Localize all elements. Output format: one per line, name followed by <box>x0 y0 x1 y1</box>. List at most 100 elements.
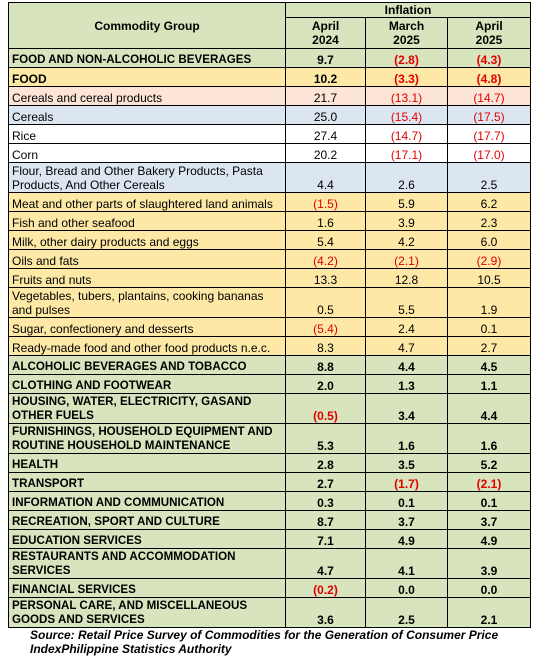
row-value: 2.0 <box>285 374 366 394</box>
row-value: 27.4 <box>285 124 366 144</box>
row-value: 1.6 <box>447 423 531 454</box>
row-label: Sugar, confectionery and desserts <box>8 317 286 337</box>
row-label: FURNISHINGS, HOUSEHOLD EQUIPMENT AND ROU… <box>8 423 286 454</box>
row-value: 9.7 <box>285 48 366 68</box>
row-value: 0.0 <box>447 578 531 598</box>
row-value: 2.7 <box>447 336 531 356</box>
table-row: Sugar, confectionery and desserts (5.4) 2.… <box>8 317 531 337</box>
table-row: Ready-made food and other food products … <box>8 336 531 356</box>
row-value: 21.7 <box>285 86 366 106</box>
row-value: 5.5 <box>365 287 448 318</box>
column-year: 2025 <box>393 33 420 47</box>
row-value: (3.3) <box>365 67 448 87</box>
row-value: 25.0 <box>285 105 366 125</box>
row-value: 20.2 <box>285 143 366 163</box>
inflation-table: Commodity Group Inflation April 2024 March… <box>8 2 531 628</box>
column-year: 2024 <box>312 33 339 47</box>
row-label: Ready-made food and other food products … <box>8 336 286 356</box>
row-value: 4.4 <box>365 355 448 375</box>
table-row: EDUCATION SERVICES 7.1 4.9 4.9 <box>8 529 531 549</box>
row-value: 0.1 <box>447 491 531 511</box>
row-value: 2.7 <box>285 472 366 492</box>
row-value: 2.1 <box>447 597 531 628</box>
table-row: PERSONAL CARE, AND MISCELLANEOUS GOODS A… <box>8 597 531 628</box>
row-value: (4.8) <box>447 67 531 87</box>
row-value: 0.1 <box>447 317 531 337</box>
row-value: 4.1 <box>365 548 448 579</box>
row-value: 0.3 <box>285 491 366 511</box>
row-value: (15.4) <box>365 105 448 125</box>
row-value: 2.5 <box>447 162 531 193</box>
row-value: 6.2 <box>447 192 531 212</box>
row-value: (4.2) <box>285 249 366 269</box>
table-row: FINANCIAL SERVICES (0.2) 0.0 0.0 <box>8 578 531 598</box>
table-row: Corn 20.2 (17.1) (17.0) <box>8 143 531 163</box>
table-row: Flour, Bread and Other Bakery Products, … <box>8 162 531 193</box>
row-value: 8.3 <box>285 336 366 356</box>
row-value: 3.9 <box>447 548 531 579</box>
row-value: 5.9 <box>365 192 448 212</box>
row-value: 3.9 <box>365 211 448 231</box>
row-value: (17.1) <box>365 143 448 163</box>
row-value: 2.4 <box>365 317 448 337</box>
row-value: 3.5 <box>365 453 448 473</box>
row-value: (0.5) <box>285 393 366 424</box>
row-value: (1.7) <box>365 472 448 492</box>
row-value: (13.1) <box>365 86 448 106</box>
row-value: 1.1 <box>447 374 531 394</box>
row-value: (2.8) <box>365 48 448 68</box>
row-label: FINANCIAL SERVICES <box>8 578 286 598</box>
row-value: (17.7) <box>447 124 531 144</box>
row-value: 4.4 <box>285 162 366 193</box>
row-label: Meat and other parts of slaughtered land… <box>8 192 286 212</box>
table-row: Vegetables, tubers, plantains, cooking b… <box>8 287 531 318</box>
row-value: 3.7 <box>365 510 448 530</box>
row-value: 12.8 <box>365 268 448 288</box>
table-row: TRANSPORT 2.7 (1.7) (2.1) <box>8 472 531 492</box>
row-value: 4.7 <box>365 336 448 356</box>
row-value: 4.5 <box>447 355 531 375</box>
row-value: 5.2 <box>447 453 531 473</box>
row-value: 13.3 <box>285 268 366 288</box>
table-row: RESTAURANTS AND ACCOMMODATION SERVICES 4.… <box>8 548 531 579</box>
row-label: Vegetables, tubers, plantains, cooking b… <box>8 287 286 318</box>
row-value: 4.7 <box>285 548 366 579</box>
table-row: Oils and fats (4.2) (2.1) (2.9) <box>8 249 531 269</box>
table-row: Cereals 25.0 (15.4) (17.5) <box>8 105 531 125</box>
table-row: INFORMATION AND COMMUNICATION 0.3 0.1 0.1 <box>8 491 531 511</box>
row-label: TRANSPORT <box>8 472 286 492</box>
table-row: FURNISHINGS, HOUSEHOLD EQUIPMENT AND ROU… <box>8 423 531 454</box>
row-value: 10.5 <box>447 268 531 288</box>
row-label: Milk, other dairy products and eggs <box>8 230 286 250</box>
row-value: (4.3) <box>447 48 531 68</box>
column-header: March 2025 <box>365 17 448 49</box>
row-value: 6.0 <box>447 230 531 250</box>
row-value: 2.6 <box>365 162 448 193</box>
header-inflation: Inflation <box>285 2 531 18</box>
column-month: April <box>475 19 503 33</box>
table-row: Cereals and cereal products 21.7 (13.1) (14… <box>8 86 531 106</box>
table-row: ALCOHOLIC BEVERAGES AND TOBACCO 8.8 4.4 4.5 <box>8 355 531 375</box>
row-value: 3.4 <box>365 393 448 424</box>
row-label: Fish and other seafood <box>8 211 286 231</box>
row-value: 4.9 <box>365 529 448 549</box>
row-value: 0.1 <box>365 491 448 511</box>
column-month: April <box>311 19 340 33</box>
row-value: 2.3 <box>447 211 531 231</box>
column-year: 2025 <box>475 33 503 47</box>
row-label: Cereals <box>8 105 286 125</box>
row-label: PERSONAL CARE, AND MISCELLANEOUS GOODS A… <box>8 597 286 628</box>
row-value: 2.5 <box>365 597 448 628</box>
row-value: 0.5 <box>285 287 366 318</box>
row-label: EDUCATION SERVICES <box>8 529 286 549</box>
row-value: 3.7 <box>447 510 531 530</box>
row-label: FOOD AND NON-ALCOHOLIC BEVERAGES <box>8 48 286 68</box>
table-container: Commodity Group Inflation April 2024 March… <box>8 2 531 628</box>
table-row: FOOD 10.2 (3.3) (4.8) <box>8 67 531 87</box>
row-label: Rice <box>8 124 286 144</box>
row-value: 1.3 <box>365 374 448 394</box>
table-row: Fruits and nuts 13.3 12.8 10.5 <box>8 268 531 288</box>
row-value: 0.0 <box>365 578 448 598</box>
row-value: (0.2) <box>285 578 366 598</box>
table-row: Meat and other parts of slaughtered land… <box>8 192 531 212</box>
